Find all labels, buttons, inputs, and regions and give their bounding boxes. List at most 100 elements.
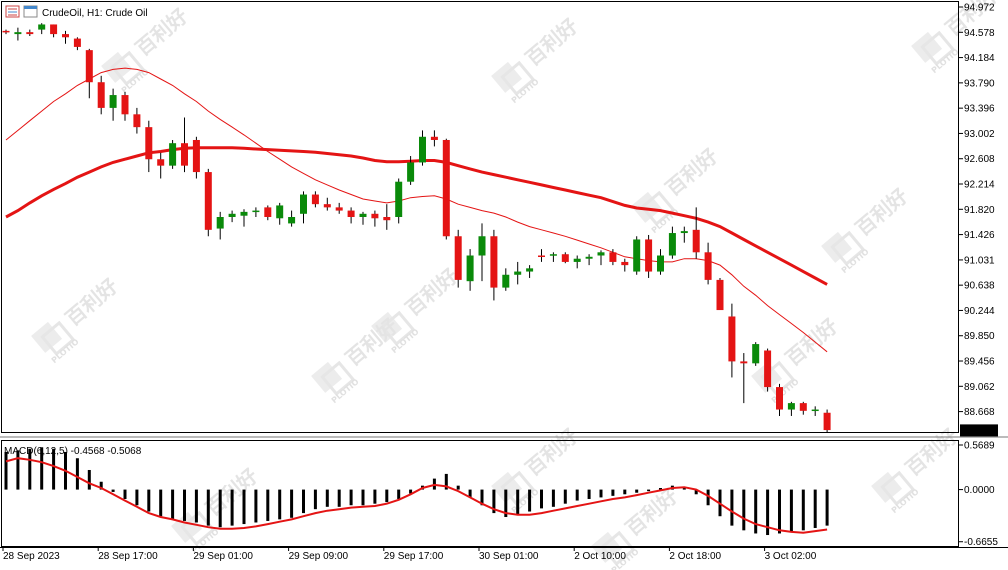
macd-panel-frame	[1, 440, 959, 547]
candle	[121, 91, 129, 121]
macd-histogram-bar	[218, 489, 222, 528]
macd-histogram-bar	[801, 489, 805, 531]
macd-histogram-bar	[754, 489, 758, 534]
macd-signal-line	[5, 457, 828, 534]
macd-histogram-bar	[492, 489, 496, 514]
candle	[573, 255, 581, 269]
time-label: 29 Sep 01:00	[193, 551, 253, 562]
macd-histogram-bar	[647, 489, 651, 492]
window-shape-icon	[23, 5, 38, 18]
macd-histogram-bar	[230, 489, 234, 526]
time-axis[interactable]: 28 Sep 2023 28 Sep 17:00 29 Sep 01:00 29 Se…	[2, 547, 817, 562]
candle	[157, 152, 165, 179]
macd-histogram-bar	[825, 489, 829, 526]
macd-histogram-bar	[40, 447, 44, 490]
ma-fast-line	[5, 67, 828, 353]
time-label: 30 Sep 01:00	[479, 551, 539, 562]
candle	[109, 88, 117, 121]
macd-histogram-bar	[694, 489, 698, 495]
macd-axis-label: 0.0000	[964, 485, 995, 496]
price-label: 93.002	[964, 129, 995, 140]
macd-histogram-bar	[16, 450, 20, 490]
watermark-brand-cn: 百利好	[401, 264, 462, 321]
candle	[145, 120, 153, 173]
macd-histogram-bar	[409, 489, 413, 494]
watermark-brand-cn: 百利好	[851, 184, 912, 241]
candle	[740, 353, 748, 404]
candle	[300, 191, 307, 224]
candle	[526, 265, 534, 278]
macd-histogram-bar	[171, 489, 175, 520]
macd-histogram-bar	[575, 489, 579, 501]
candle	[395, 178, 403, 224]
macd-histogram-bar	[75, 458, 79, 490]
macd-histogram-bar	[313, 489, 317, 510]
candle	[181, 117, 188, 173]
macd-histogram-bar	[99, 481, 103, 490]
candle	[585, 254, 593, 266]
price-label: 89.850	[964, 331, 995, 342]
macd-histogram-bar	[623, 489, 627, 495]
candle	[323, 197, 331, 211]
macd-histogram-bar	[302, 489, 305, 514]
price-label: 93.790	[964, 78, 995, 89]
macd-histogram-bar	[456, 485, 460, 490]
candle	[704, 242, 712, 285]
price-label: 91.031	[964, 255, 995, 266]
macd-histogram-bar	[123, 489, 127, 499]
macd-histogram-bar	[766, 489, 770, 536]
macd-histogram-bar	[52, 448, 56, 490]
price-label: 91.426	[964, 230, 995, 241]
candle	[240, 209, 248, 227]
candle	[728, 303, 736, 378]
macd-histogram-bar	[444, 473, 448, 490]
candle	[50, 24, 58, 38]
price-label: 92.214	[964, 180, 995, 191]
macd-histogram-bar	[528, 489, 532, 512]
candle	[97, 75, 105, 115]
time-label: 3 Oct 02:00	[765, 551, 817, 562]
macd-histogram-bar	[682, 488, 686, 490]
candle	[26, 29, 34, 37]
price-label: 89.062	[964, 382, 995, 393]
candle	[311, 191, 319, 208]
macd-histogram-bar	[266, 489, 270, 521]
candle	[657, 249, 664, 275]
macd-histogram-bar	[599, 489, 603, 498]
price-tag-label: 88.375	[962, 426, 993, 437]
macd-histogram-bar	[183, 489, 186, 521]
price-label: 88.668	[964, 407, 995, 418]
macd-histogram-bar	[337, 489, 341, 507]
candle	[204, 168, 212, 237]
macd-histogram-bar	[706, 489, 710, 506]
macd-histogram-bar	[397, 489, 401, 499]
candle	[371, 210, 379, 227]
candle	[490, 229, 498, 301]
current-price-tag: 88.375	[960, 424, 998, 437]
macd-histogram-bar	[516, 489, 520, 515]
candle	[216, 211, 224, 240]
price-axis[interactable]: 94.972 94.578 94.184 93.790 93.396 93.002 92.6…	[959, 3, 995, 419]
macd-histogram-bar	[730, 489, 734, 526]
price-label: 94.578	[964, 28, 995, 39]
candle	[561, 252, 569, 264]
chart-title: CrudeOil, H1: Crude Oil	[42, 8, 148, 19]
macd-histogram-bar	[480, 489, 484, 506]
price-label: 90.244	[964, 306, 995, 317]
macd-histogram-bar	[659, 488, 662, 490]
candle	[62, 30, 69, 44]
candle	[252, 207, 260, 217]
price-label: 89.456	[964, 357, 995, 368]
candle	[442, 138, 450, 240]
candle	[2, 29, 10, 35]
candle	[192, 136, 200, 179]
chart-window-icon	[5, 5, 20, 18]
candle	[764, 348, 772, 392]
macd-histogram-bar	[361, 489, 365, 506]
candle	[466, 249, 474, 291]
macd-axis[interactable]: 0.5689 0.0000 -0.6655	[959, 441, 998, 549]
candle	[752, 342, 760, 366]
price-label: 90.638	[964, 281, 995, 292]
time-label: 2 Oct 10:00	[574, 551, 626, 562]
